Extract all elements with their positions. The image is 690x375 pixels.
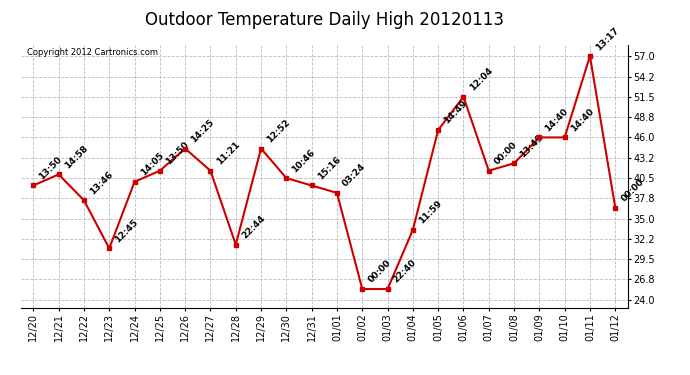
Text: 13:46: 13:46 [88,170,115,196]
Text: 15:16: 15:16 [316,155,342,182]
Text: 00:00: 00:00 [366,259,393,285]
Text: Outdoor Temperature Daily High 20120113: Outdoor Temperature Daily High 20120113 [145,11,504,29]
Text: 14:40: 14:40 [569,106,595,133]
Text: 00:00: 00:00 [620,177,646,204]
Text: 14:49: 14:49 [442,99,469,126]
Text: 11:59: 11:59 [417,199,444,226]
Text: 14:05: 14:05 [139,151,166,178]
Text: 12:45: 12:45 [113,217,140,244]
Text: Copyright 2012 Cartronics.com: Copyright 2012 Cartronics.com [27,48,158,57]
Text: 13:49: 13:49 [518,132,545,159]
Text: 10:46: 10:46 [290,147,317,174]
Text: 11:21: 11:21 [215,140,242,166]
Text: 03:24: 03:24 [341,162,368,189]
Text: 22:40: 22:40 [392,258,418,285]
Text: 13:17: 13:17 [594,25,621,52]
Text: 14:25: 14:25 [189,118,216,144]
Text: 12:52: 12:52 [265,118,292,144]
Text: 14:58: 14:58 [63,144,90,170]
Text: 14:40: 14:40 [544,106,570,133]
Text: 12:04: 12:04 [468,66,494,93]
Text: 13:50: 13:50 [37,155,64,182]
Text: 22:44: 22:44 [240,214,267,240]
Text: 00:00: 00:00 [493,140,519,166]
Text: 13:50: 13:50 [164,140,190,166]
